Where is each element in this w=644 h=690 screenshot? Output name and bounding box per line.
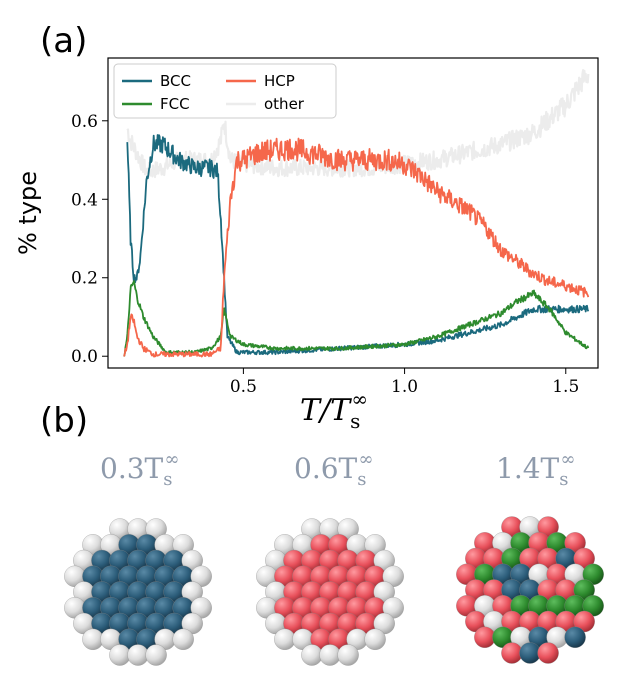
atom [82,628,104,650]
legend: BCC FCC HCP other [113,63,337,119]
atom [172,628,194,650]
legend-box [113,63,337,119]
atom [519,642,541,664]
legend-label-hcp: HCP [264,72,295,90]
x-axis-label-sub: s [350,409,360,433]
atom [364,628,386,650]
snapshot-title-2-sup: ∞ [358,449,373,470]
panel-label-a: (a) [40,21,87,61]
atom [319,644,341,666]
nanoparticle-snapshot-hcp [256,518,404,666]
snapshot-title-3: 1.4Ts∞ [496,449,575,490]
snapshot-title-3-sup: ∞ [560,449,575,470]
x-axis-label-main: T/T [300,393,352,428]
y-tick-label: 0.4 [71,190,98,210]
atom [537,642,559,664]
x-axis: 0.5 1.0 1.5 [230,368,579,397]
x-tick-label: 1.5 [552,377,579,397]
atom [337,644,359,666]
snapshot-title-3-main: 1.4T [496,452,560,485]
y-tick-label: 0.6 [71,112,98,132]
atom [501,642,523,664]
atom [109,644,131,666]
atom [301,644,323,666]
x-tick-label: 1.0 [391,377,418,397]
snapshot-title-3-sub: s [559,469,568,490]
nanoparticle-snapshot-bcc [64,518,212,666]
line-chart: 0.5 1.0 1.5 0.0 0.2 0.4 0.6 BCC FCC HCP other… [14,57,599,433]
atom [564,626,586,648]
x-axis-label: T/Ts∞ [300,387,368,433]
legend-label-other: other [264,95,305,113]
snapshot-title-2-sub: s [357,469,366,490]
plot-frame [107,57,599,369]
y-axis: 0.0 0.2 0.4 0.6 [71,112,108,367]
legend-label-bcc: BCC [160,72,191,90]
nanoparticle-snapshot-mixed [456,516,604,664]
series-line-other [126,69,590,179]
panel-label-b: (b) [40,401,88,441]
x-tick-label: 0.5 [230,377,257,397]
atom [274,628,296,650]
series-line-hcp [123,137,590,358]
series-line-fcc [123,280,590,357]
snapshot-title-1: 0.3Ts∞ [100,449,179,490]
snapshot-title-1-sub: s [163,469,172,490]
y-tick-label: 0.0 [71,347,98,367]
atom [127,644,149,666]
y-tick-label: 0.2 [71,269,98,289]
atom [474,626,496,648]
atom [145,644,167,666]
series-layer [123,69,590,358]
x-axis-label-sup: ∞ [351,387,368,411]
y-axis-label: % type [14,171,42,255]
snapshot-title-1-main: 0.3T [100,452,164,485]
snapshot-title-2-main: 0.6T [294,452,358,485]
snapshot-title-1-sup: ∞ [164,449,179,470]
snapshot-title-2: 0.6Ts∞ [294,449,373,490]
legend-label-fcc: FCC [160,95,190,113]
